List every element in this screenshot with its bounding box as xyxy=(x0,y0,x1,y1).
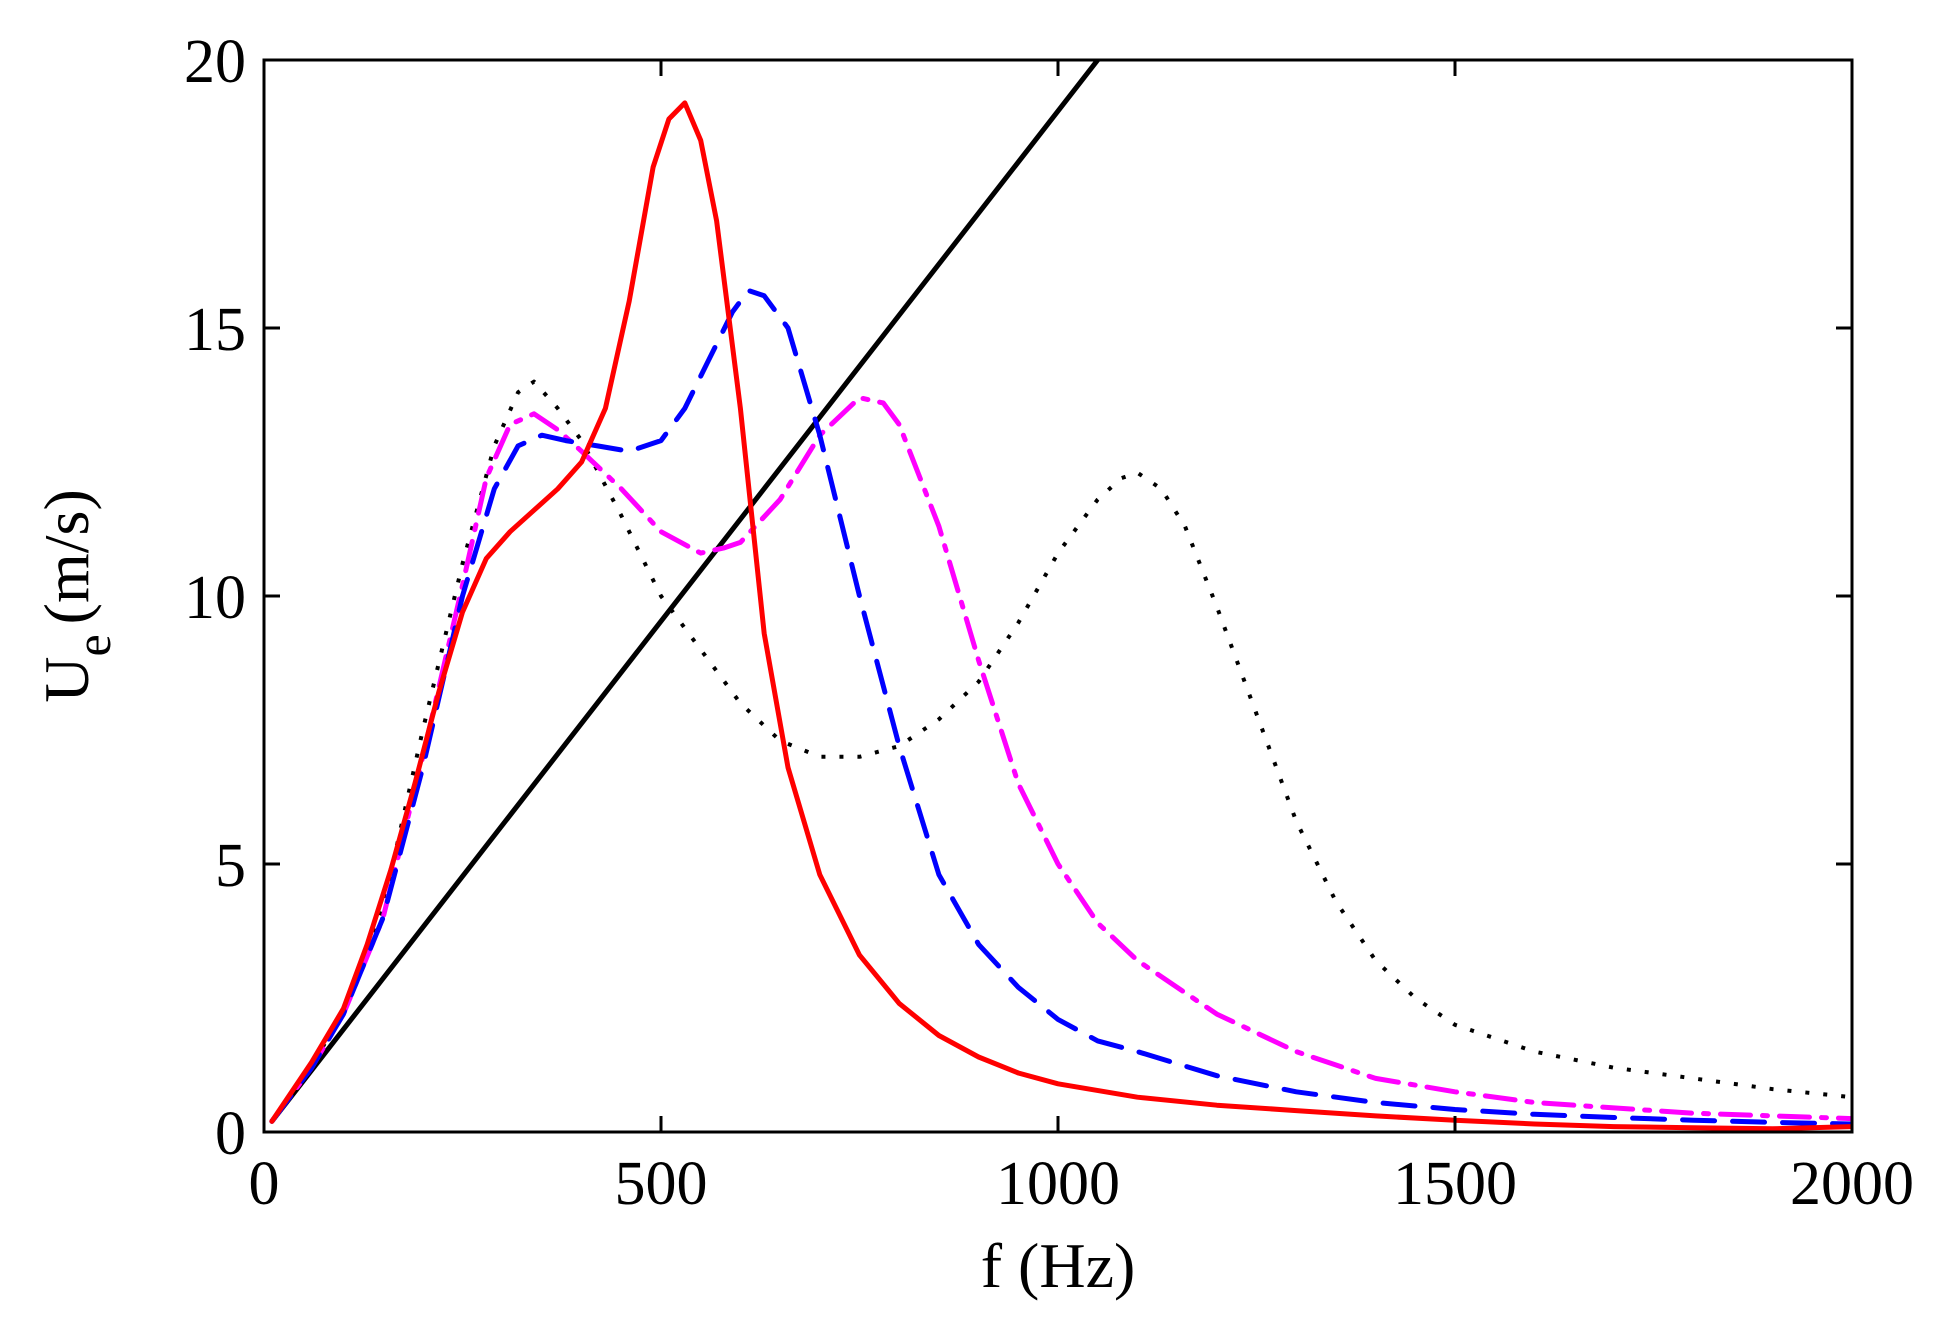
plot-series-group xyxy=(269,60,1852,1132)
y-axis-label-subscript: e xyxy=(65,634,121,656)
x-tick-label: 0 xyxy=(249,1150,280,1218)
x-tick-label: 1500 xyxy=(1393,1150,1517,1218)
series-line-blue-dashed xyxy=(269,288,1852,1127)
series-line-red-solid xyxy=(269,100,1852,1132)
y-tick-label: 20 xyxy=(184,28,246,96)
ticks-group: 0 500 1000 1500 2000 0 5 10 15 20 xyxy=(184,28,1914,1218)
y-tick-label: 0 xyxy=(215,1100,246,1168)
x-tick-label: 500 xyxy=(615,1150,708,1218)
x-axis-label: f (Hz) xyxy=(981,1230,1136,1301)
y-axis-label: Ue (m/s) xyxy=(31,489,121,703)
series-line-linear-reference xyxy=(269,60,1101,1124)
y-tick-label: 5 xyxy=(215,832,246,900)
series-line-magenta-dash-dot xyxy=(269,395,1852,1124)
x-tick-label: 1000 xyxy=(996,1150,1120,1218)
y-axis-label-main: U xyxy=(31,657,102,703)
y-tick-label: 15 xyxy=(184,296,246,364)
y-axis-label-unit: (m/s) xyxy=(31,489,102,624)
x-tick-label: 2000 xyxy=(1790,1150,1914,1218)
y-tick-label: 10 xyxy=(184,564,246,632)
svg-text:Ue(m/s): Ue (m/s) xyxy=(31,489,121,703)
